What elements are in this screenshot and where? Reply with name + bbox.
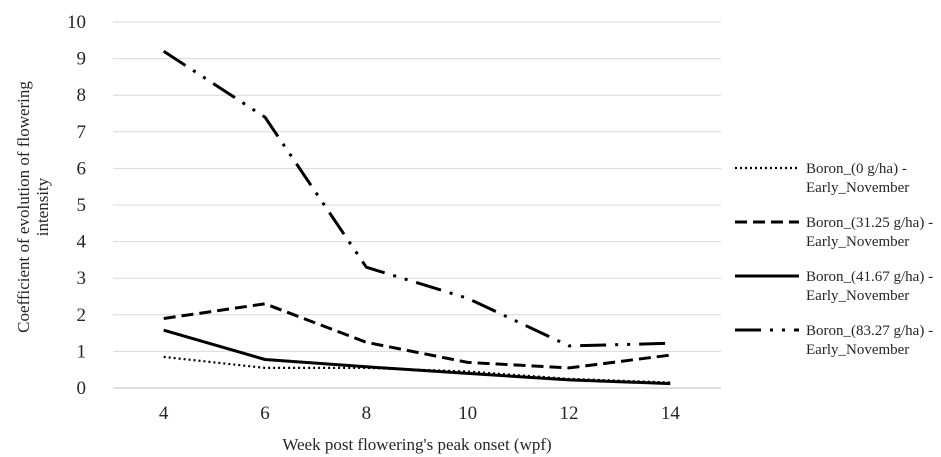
- legend-label: Early_November: [806, 180, 909, 196]
- y-axis-title: Coefficient of evolution of flowering in…: [14, 81, 52, 333]
- y-axis-ticks: 0 1 2 3 4 5 6 7 8 9 10: [67, 12, 87, 399]
- y-tick-label: 7: [77, 122, 87, 143]
- series-lines: [162, 50, 671, 386]
- x-tick-label: 14: [661, 403, 681, 424]
- legend-label: Boron_(31.25 g/ha) -: [806, 215, 933, 231]
- legend-label: Early_November: [806, 342, 909, 358]
- x-tick-label: 12: [560, 403, 579, 424]
- y-tick-label: 8: [77, 85, 87, 106]
- y-axis-title-line-1: Coefficient of evolution of flowering: [14, 81, 33, 333]
- series-line: [162, 50, 671, 348]
- y-tick-label: 5: [77, 195, 87, 216]
- y-tick-label: 3: [77, 268, 87, 289]
- x-axis-ticks: 4 6 8 10 12 14: [159, 403, 680, 424]
- legend-label: Boron_(41.67 g/ha) -: [806, 269, 933, 285]
- legend-label: Boron_(83.27 g/ha) -: [806, 323, 933, 339]
- y-tick-label: 9: [77, 49, 87, 70]
- y-tick-label: 0: [77, 378, 87, 399]
- x-axis-title: Week post flowering's peak onset (wpf): [282, 435, 551, 454]
- legend-label: Boron_(0 g/ha) -: [806, 161, 907, 177]
- y-axis-title-line-2: intensity: [33, 177, 52, 236]
- y-tick-label: 4: [77, 232, 87, 253]
- x-tick-label: 6: [260, 403, 270, 424]
- x-tick-label: 4: [159, 403, 169, 424]
- x-tick-label: 10: [458, 403, 477, 424]
- legend-label: Early_November: [806, 234, 909, 250]
- legend: Boron_(0 g/ha) - Early_November Boron_(31.…: [735, 161, 933, 358]
- legend-label: Early_November: [806, 288, 909, 304]
- series-line: [163, 328, 671, 386]
- x-tick-label: 8: [362, 403, 372, 424]
- y-tick-label: 2: [77, 305, 87, 326]
- gridlines: [113, 21, 721, 389]
- y-tick-label: 1: [77, 341, 87, 362]
- y-tick-label: 10: [67, 12, 86, 33]
- series-line: [163, 302, 671, 370]
- y-tick-label: 6: [77, 158, 87, 179]
